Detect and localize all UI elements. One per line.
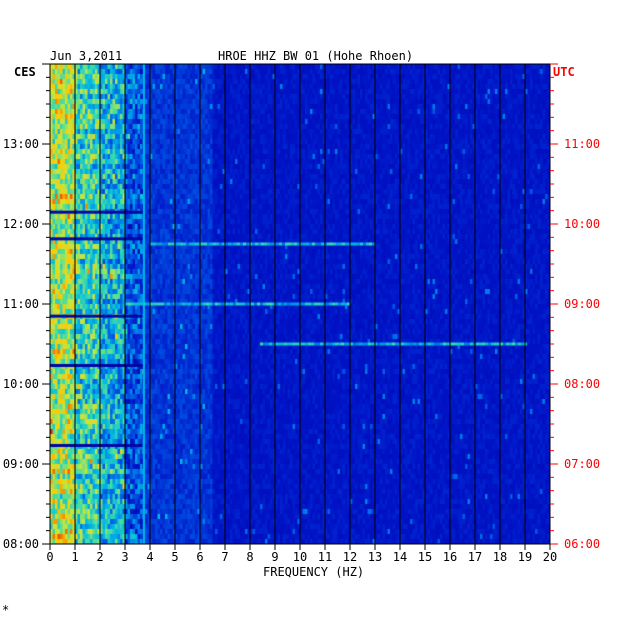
right-tick-label: 08:00: [564, 377, 600, 391]
x-tick-label: 12: [343, 550, 357, 564]
left-tick-label: 13:00: [3, 137, 39, 151]
left-time-ticks: 08:00 09:00 10:00 11:00 12:00 13:00: [3, 63, 50, 551]
x-tick-label: 16: [443, 550, 457, 564]
x-tick-label: 11: [318, 550, 332, 564]
right-time-ticks: 06:00 07:00 08:00 09:00 10:00 11:00: [550, 63, 600, 551]
x-tick-label: 13: [368, 550, 382, 564]
chart-date: Jun 3,2011: [50, 49, 122, 63]
frequency-grid: [49, 63, 551, 545]
right-tick-label: 11:00: [564, 137, 600, 151]
left-tick-label: 10:00: [3, 377, 39, 391]
x-tick-label: 10: [293, 550, 307, 564]
x-tick-label: 9: [271, 550, 278, 564]
right-axis-label: UTC: [553, 65, 575, 79]
x-tick-label: 4: [146, 550, 153, 564]
left-tick-label: 12:00: [3, 217, 39, 231]
frequency-ticks: 0 1 2 3 4 5 6 7 8 9 10 11 12 13 14 15 16 17 18 19 20: [46, 544, 557, 564]
x-tick-label: 19: [518, 550, 532, 564]
x-tick-label: 2: [96, 550, 103, 564]
x-axis-label: FREQUENCY (HZ): [263, 565, 364, 579]
x-tick-label: 15: [418, 550, 432, 564]
x-tick-label: 18: [493, 550, 507, 564]
right-tick-label: 09:00: [564, 297, 600, 311]
footer-mark: *: [2, 603, 9, 617]
right-tick-label: 10:00: [564, 217, 600, 231]
x-tick-label: 1: [71, 550, 78, 564]
x-tick-label: 5: [171, 550, 178, 564]
x-tick-label: 8: [246, 550, 253, 564]
right-tick-label: 06:00: [564, 537, 600, 551]
x-tick-label: 14: [393, 550, 407, 564]
left-tick-label: 08:00: [3, 537, 39, 551]
x-tick-label: 3: [121, 550, 128, 564]
left-axis-label: CES: [14, 65, 36, 79]
chart-title: HROE HHZ BW 01 (Hohe Rhoen): [218, 49, 413, 63]
x-tick-label: 6: [196, 550, 203, 564]
x-tick-label: 7: [221, 550, 228, 564]
x-tick-label: 17: [468, 550, 482, 564]
left-tick-label: 11:00: [3, 297, 39, 311]
left-tick-label: 09:00: [3, 457, 39, 471]
x-tick-label: 20: [543, 550, 557, 564]
right-tick-label: 07:00: [564, 457, 600, 471]
x-tick-label: 0: [46, 550, 53, 564]
